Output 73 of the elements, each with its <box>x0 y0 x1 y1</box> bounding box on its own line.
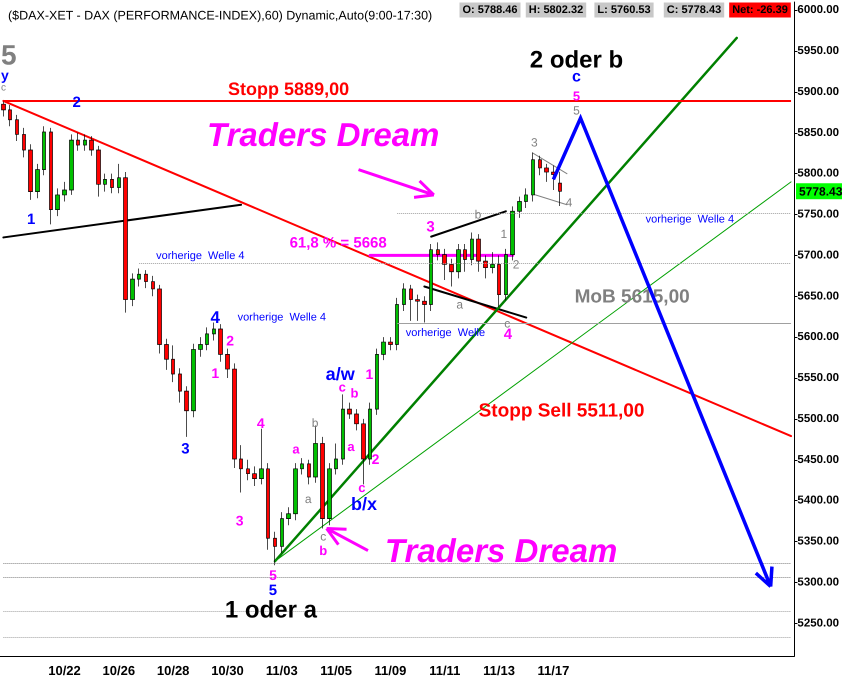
annotation: Traders Dream <box>384 532 618 570</box>
y-tick-label: 5550.00 <box>797 372 840 384</box>
annotation: 3 <box>531 136 538 150</box>
y-tick-label: 5850.00 <box>797 126 840 139</box>
annotation: 5 <box>269 567 278 584</box>
text: 5778.43 <box>799 184 842 198</box>
annotation: vorherige Welle 4 <box>646 213 734 226</box>
annotation: 3 <box>236 512 244 528</box>
annotation: 3 <box>181 440 190 458</box>
annotation: L: 5760.53 <box>597 4 651 16</box>
x-tick-label: 10/26 <box>102 663 136 677</box>
annotation: 1 <box>211 365 220 382</box>
y-tick-label: 5400.00 <box>797 494 840 507</box>
x-tick-label: 11/05 <box>320 663 352 677</box>
x-tick-label: 11/03 <box>266 663 298 677</box>
annotation: b <box>312 416 319 430</box>
annotation: 5 <box>572 88 580 104</box>
y-tick-label: 5950.00 <box>797 45 840 58</box>
annotation: a <box>347 439 356 454</box>
annotation: 4 <box>256 415 265 432</box>
y-tick-label: 5800.00 <box>797 168 840 180</box>
y-tick-label: 5750.00 <box>797 208 840 221</box>
annotation: 4 <box>504 326 513 344</box>
x-tick-label: 11/09 <box>374 663 406 677</box>
annotation: 1 <box>27 210 36 228</box>
annotation: O: 5788.46 <box>462 4 518 16</box>
y-tick-label: 5450.00 <box>797 454 840 466</box>
annotation: 5 <box>268 582 278 600</box>
y-tick-label: 6000.00 <box>797 4 840 16</box>
annotation: b <box>474 208 482 222</box>
annotation: 4 <box>210 308 221 328</box>
x-tick-label: 11/17 <box>537 663 570 677</box>
annotation: b <box>350 385 358 400</box>
y-tick-label: 5500.00 <box>797 412 840 425</box>
y-tick-label: 5350.00 <box>797 536 840 548</box>
y-tick-label: 5300.00 <box>797 576 840 588</box>
annotation: vorherige Welle 4 <box>238 312 326 324</box>
annotation: 2 <box>372 450 380 467</box>
annotation: 2 <box>226 332 234 348</box>
annotation: b/x <box>350 494 377 514</box>
annotation: 4 <box>566 195 573 210</box>
annotation: b <box>319 543 328 558</box>
annotation: a <box>292 442 300 457</box>
annotation: H: 5802.32 <box>528 4 584 16</box>
x-tick-label: 11/11 <box>429 663 460 677</box>
annotation: c <box>320 530 326 544</box>
annotation: Traders Dream <box>207 116 440 153</box>
annotation: C: 5778.43 <box>666 4 722 16</box>
x-tick-label: 11/13 <box>483 663 515 677</box>
annotation: 2 <box>512 257 520 272</box>
x-tick-label: 10/28 <box>156 663 190 677</box>
annotation: Net: -26.39 <box>732 4 788 16</box>
annotation: 61,8 % = 5668 <box>290 234 387 252</box>
annotation: 1 <box>365 366 374 382</box>
annotation: 1 oder a <box>224 596 318 624</box>
y-tick-label: 5900.00 <box>797 86 840 98</box>
annotation: a <box>456 297 464 312</box>
annotation: c <box>1 82 6 94</box>
x-tick-label: 10/22 <box>48 663 81 677</box>
ref-line-label: Stopp 5889,00 <box>228 78 350 99</box>
annotation: 3 <box>426 218 435 236</box>
annotation: c <box>358 480 366 496</box>
annotation: vorherige Welle 4 <box>156 250 245 262</box>
annotation: 1 <box>500 227 508 242</box>
y-tick-label: 5600.00 <box>797 331 840 344</box>
annotation: Stopp Sell 5511,00 <box>478 400 644 422</box>
y-tick-label: 5700.00 <box>797 249 840 262</box>
y-tick-label: 5250.00 <box>797 617 840 630</box>
text: ($DAX-XET - DAX (PERFORMANCE-INDEX),60) Dynamic,Auto(9:00-17:30) <box>8 8 432 22</box>
annotation: 5 <box>573 104 580 118</box>
y-tick-label: 5650.00 <box>797 290 840 302</box>
x-tick-label: 10/30 <box>211 663 244 677</box>
annotation: a <box>304 492 312 506</box>
